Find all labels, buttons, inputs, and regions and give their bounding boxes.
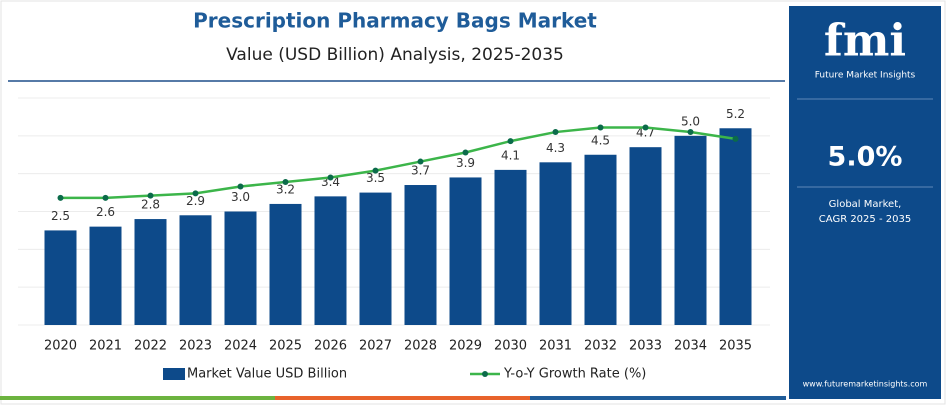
stripe xyxy=(530,396,786,400)
value-label: 5.2 xyxy=(726,107,745,121)
growth-point xyxy=(192,190,199,197)
growth-point xyxy=(687,129,694,136)
bar xyxy=(89,226,122,325)
bar xyxy=(44,230,77,325)
growth-point xyxy=(372,167,379,174)
stripe xyxy=(0,396,275,400)
growth-point xyxy=(102,194,109,201)
stripe xyxy=(275,396,530,400)
value-label: 3.9 xyxy=(456,156,475,170)
bar xyxy=(224,211,257,325)
value-label: 2.8 xyxy=(141,198,160,212)
growth-point xyxy=(552,129,559,136)
growth-point xyxy=(57,194,64,201)
x-tick-label: 2025 xyxy=(269,339,302,354)
bar xyxy=(584,154,617,325)
growth-line xyxy=(60,126,736,200)
value-label: 3.7 xyxy=(411,164,430,178)
x-tick-label: 2023 xyxy=(179,339,212,354)
bar xyxy=(134,219,167,325)
value-label: 2.5 xyxy=(51,209,70,223)
legend-label: Market Value USD Billion xyxy=(187,367,347,382)
bar xyxy=(269,203,302,325)
cagr-label: CAGR 2025 - 2035 xyxy=(819,214,911,225)
bar xyxy=(674,135,707,325)
x-tick-label: 2031 xyxy=(539,339,572,354)
legend-swatch xyxy=(482,371,488,377)
bar xyxy=(359,192,392,325)
value-label: 5.0 xyxy=(681,114,700,128)
x-tick-label: 2035 xyxy=(719,339,752,354)
legend-label: Y-o-Y Growth Rate (%) xyxy=(503,367,646,382)
sidebar xyxy=(789,6,941,399)
chart-subtitle: Value (USD Billion) Analysis, 2025-2035 xyxy=(226,45,564,65)
chart-title: Prescription Pharmacy Bags Market xyxy=(193,9,597,33)
logo: fmi xyxy=(824,16,906,67)
value-label: 3.0 xyxy=(231,190,250,204)
website: www.futuremarketinsights.com xyxy=(803,380,928,389)
bar xyxy=(719,128,752,325)
bar xyxy=(494,169,527,325)
x-tick-label: 2024 xyxy=(224,339,257,354)
bar xyxy=(404,185,437,325)
bar xyxy=(449,177,482,325)
x-tick-label: 2027 xyxy=(359,339,392,354)
bar xyxy=(314,196,347,325)
x-tick-label: 2033 xyxy=(629,339,662,354)
value-label: 4.3 xyxy=(546,141,565,155)
bar xyxy=(539,162,572,325)
growth-point xyxy=(147,192,154,199)
cagr-label: Global Market, xyxy=(829,199,902,210)
value-label: 2.6 xyxy=(96,205,115,219)
value-label: 4.1 xyxy=(501,148,520,162)
value-label: 4.5 xyxy=(591,133,610,147)
cagr-value: 5.0% xyxy=(828,142,903,173)
bar xyxy=(179,215,212,325)
bar xyxy=(629,147,662,325)
legend-swatch xyxy=(163,368,185,380)
growth-point xyxy=(417,158,424,165)
x-tick-label: 2021 xyxy=(89,339,122,354)
plot: 2020 2021 2022 2023 2024 2025 2026 2027 2028 2029… xyxy=(18,97,770,382)
growth-point xyxy=(507,138,514,145)
growth-point xyxy=(732,135,739,142)
x-tick-label: 2020 xyxy=(44,339,77,354)
x-tick-label: 2032 xyxy=(584,339,617,354)
value-label: 2.9 xyxy=(186,194,205,208)
logo-subtitle: Future Market Insights xyxy=(815,71,916,81)
growth-point xyxy=(462,149,469,156)
x-tick-label: 2030 xyxy=(494,339,527,354)
value-label: 3.5 xyxy=(366,171,385,185)
growth-point xyxy=(237,183,244,190)
growth-point xyxy=(597,124,604,131)
value-label: 3.2 xyxy=(276,182,295,196)
x-tick-label: 2022 xyxy=(134,339,167,354)
x-tick-label: 2026 xyxy=(314,339,347,354)
x-tick-label: 2028 xyxy=(404,339,437,354)
x-tick-label: 2029 xyxy=(449,339,482,354)
growth-point xyxy=(327,174,334,181)
growth-point xyxy=(282,178,289,185)
x-tick-label: 2034 xyxy=(674,339,707,354)
growth-point xyxy=(642,124,649,131)
